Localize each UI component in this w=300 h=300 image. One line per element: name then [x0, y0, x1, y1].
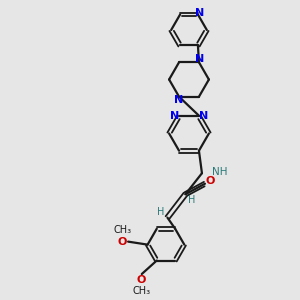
- Text: N: N: [169, 111, 179, 121]
- Text: O: O: [118, 237, 127, 247]
- Text: N: N: [195, 54, 204, 64]
- Text: N: N: [195, 8, 204, 18]
- Text: N: N: [174, 95, 183, 105]
- Text: O: O: [206, 176, 215, 186]
- Text: CH₃: CH₃: [113, 225, 131, 235]
- Text: H: H: [188, 195, 196, 205]
- Text: O: O: [136, 275, 146, 285]
- Text: N: N: [199, 111, 208, 121]
- Text: CH₃: CH₃: [133, 286, 151, 296]
- Text: NH: NH: [212, 167, 228, 177]
- Text: H: H: [157, 207, 164, 217]
